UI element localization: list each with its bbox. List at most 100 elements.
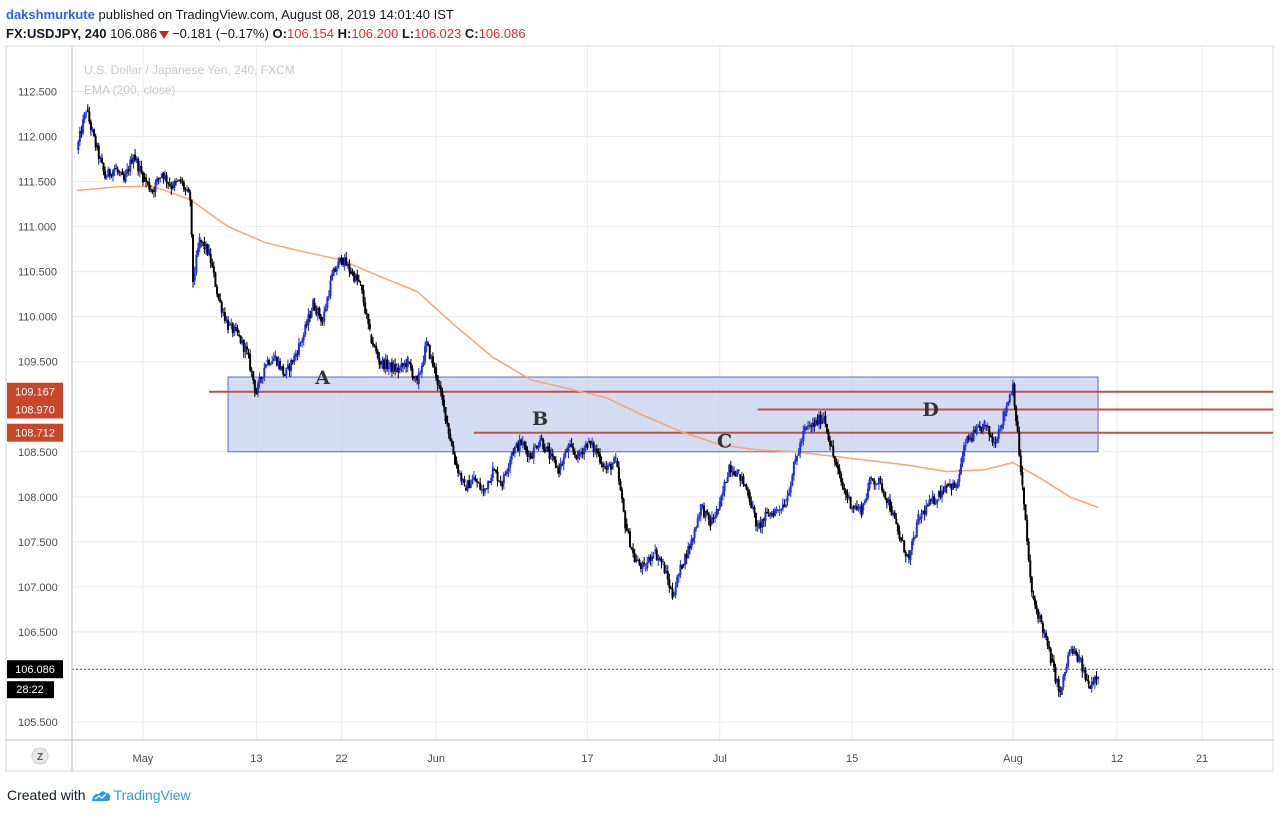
candle-body: [197, 248, 200, 256]
candle-body: [810, 425, 813, 427]
candle-body: [507, 467, 510, 472]
level-price-label: 109.167: [15, 387, 55, 399]
candle-body: [756, 523, 759, 527]
candle-body: [699, 504, 702, 516]
candle-body: [184, 189, 187, 191]
annotation-label: A: [314, 367, 330, 389]
candle-body: [718, 501, 721, 510]
x-tick-label: Aug: [1003, 753, 1023, 765]
candle-body: [1011, 383, 1014, 395]
candle-body: [460, 473, 463, 482]
candle-body: [384, 359, 387, 370]
candle-body: [176, 181, 179, 183]
y-tick-label: 110.500: [18, 267, 57, 279]
candle-body: [335, 268, 338, 272]
candle-body: [1000, 424, 1003, 429]
candle-body: [876, 483, 879, 485]
candle-body: [373, 345, 376, 347]
candle-body: [838, 468, 841, 474]
candle-body: [233, 327, 236, 334]
candle-body: [784, 504, 787, 507]
candle-body: [1097, 676, 1100, 680]
price-chart[interactable]: A B C D 112.500 112.000 111.500 111.000 110.500…: [0, 0, 1280, 780]
candle-body: [342, 258, 345, 266]
candle-body: [201, 241, 204, 243]
candle-body: [740, 476, 743, 481]
candle-body: [340, 257, 343, 264]
candle-body: [751, 506, 754, 509]
candle-body: [446, 415, 449, 424]
candle-body: [208, 249, 211, 255]
candle-body: [401, 363, 404, 366]
candle-body: [836, 465, 839, 469]
candle-body: [239, 335, 242, 344]
tradingview-link[interactable]: TradingView: [113, 787, 191, 803]
candle-body: [480, 489, 483, 491]
candle-body: [1008, 394, 1011, 403]
footer: Created with TradingView: [7, 787, 191, 803]
candle-body: [417, 372, 420, 385]
candle-body: [808, 425, 811, 427]
y-tick-label: 112.500: [18, 87, 57, 99]
candle-body: [304, 324, 307, 335]
candle-body: [1002, 411, 1005, 425]
candle-body: [958, 473, 961, 482]
candle-body: [598, 453, 601, 463]
candle-body: [1067, 655, 1070, 667]
candle-body: [807, 425, 810, 427]
candle-body: [186, 188, 189, 190]
candle-body: [175, 181, 178, 183]
candle-body: [859, 506, 862, 508]
candle-body: [753, 506, 756, 513]
candle-body: [674, 587, 677, 596]
candle-body: [444, 407, 447, 422]
candle-body: [173, 181, 176, 189]
candle-body: [356, 274, 359, 280]
candle-body: [439, 386, 442, 392]
candle-body: [652, 555, 655, 557]
candle-body: [332, 268, 335, 277]
candle-body: [844, 490, 847, 495]
candle-body: [420, 365, 423, 373]
candle-body: [617, 466, 620, 482]
publish-info: dakshmurkute published on TradingView.co…: [6, 7, 454, 22]
candle-body: [216, 286, 219, 294]
candle-body: [999, 428, 1002, 430]
candle-body: [884, 492, 887, 499]
candle-body: [351, 271, 354, 273]
candle-body: [840, 473, 843, 483]
level-price-tag: [7, 400, 63, 419]
candle-body: [567, 444, 570, 453]
candle-body: [282, 366, 285, 375]
candle-body: [887, 499, 890, 504]
candle-body: [187, 188, 190, 193]
candle-body: [931, 496, 934, 501]
candle-body: [595, 448, 598, 453]
candle-body: [375, 345, 378, 352]
candle-body: [911, 541, 914, 551]
candle-body: [589, 440, 592, 445]
candle-body: [148, 181, 151, 190]
candle-body: [704, 510, 707, 518]
author-link[interactable]: dakshmurkute: [6, 7, 95, 22]
candle-body: [706, 510, 709, 513]
candle-body: [476, 481, 479, 483]
candle-body: [338, 257, 341, 262]
candle-body: [920, 513, 923, 520]
candle-body: [376, 351, 379, 358]
candle-body: [504, 473, 507, 475]
candle-body: [343, 257, 346, 266]
candle-body: [926, 505, 929, 507]
candle-body: [586, 443, 589, 448]
candle-body: [1095, 676, 1098, 680]
candle-body: [988, 426, 991, 436]
candle-body: [832, 446, 835, 457]
candle-body: [285, 367, 288, 376]
candle-body: [772, 513, 775, 517]
candle-body: [83, 113, 86, 120]
candle-body: [644, 568, 647, 570]
candle-body: [425, 340, 428, 347]
candle-body: [907, 553, 910, 558]
candle-body: [463, 479, 466, 484]
candle-body: [403, 363, 406, 366]
